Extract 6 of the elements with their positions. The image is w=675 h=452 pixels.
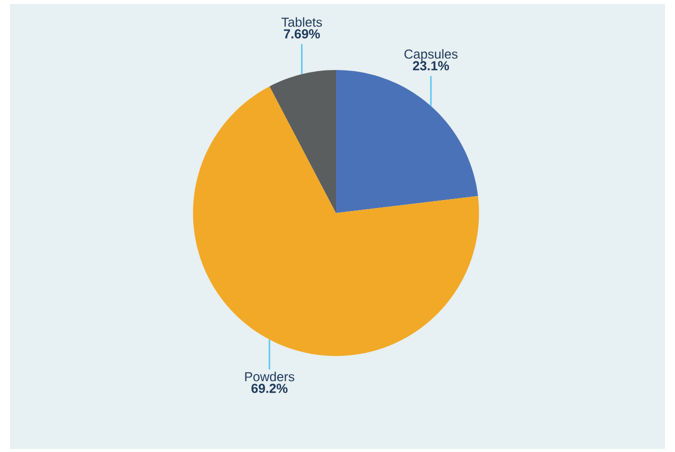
data-label: 69.2% (251, 384, 288, 393)
data-label: 7.69% (284, 29, 320, 38)
slice-label: Capsules (404, 49, 458, 62)
data-label: 23.1% (412, 61, 449, 70)
slice-label: Powders (245, 372, 294, 382)
slice-label: Tablets (281, 17, 322, 27)
